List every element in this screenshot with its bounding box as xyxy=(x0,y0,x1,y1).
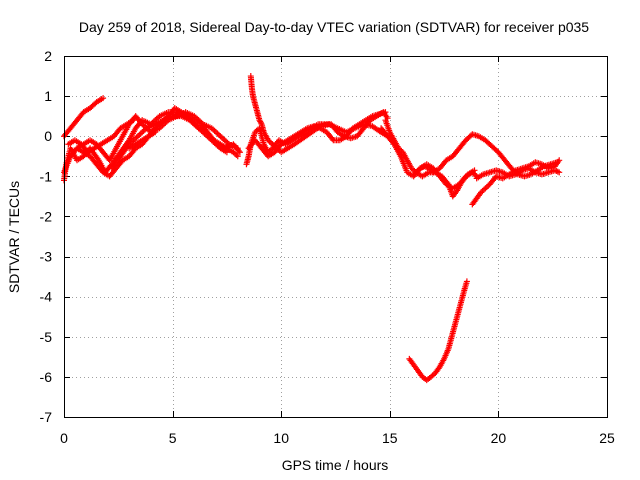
series-track-c xyxy=(61,95,107,140)
y-tick-label: 1 xyxy=(44,88,52,104)
y-tick-label: -7 xyxy=(40,409,53,425)
x-tick-label: 5 xyxy=(169,430,177,446)
data-point xyxy=(556,157,563,164)
y-tick-label: 0 xyxy=(44,128,52,144)
data-point xyxy=(382,109,389,116)
y-tick-label: -1 xyxy=(40,168,53,184)
x-tick-label: 15 xyxy=(382,430,398,446)
series-track-d xyxy=(74,129,159,180)
data-points xyxy=(61,73,563,384)
y-tick-label: 2 xyxy=(44,48,52,64)
x-tick-label: 25 xyxy=(599,430,615,446)
y-tick-label: -2 xyxy=(40,208,53,224)
data-point xyxy=(257,119,264,126)
series-track-g xyxy=(108,113,243,172)
series-track-p xyxy=(406,278,470,384)
data-point xyxy=(100,95,107,102)
series-track-a xyxy=(61,109,230,184)
data-point xyxy=(463,278,470,285)
x-axis-label: GPS time / hours xyxy=(282,457,389,473)
x-tick-label: 0 xyxy=(60,430,68,446)
data-point xyxy=(234,153,241,160)
y-tick-label: -6 xyxy=(40,369,53,385)
data-point xyxy=(553,167,560,174)
axis-ticks xyxy=(64,56,608,418)
series-track-j xyxy=(245,109,389,160)
series-track-o xyxy=(473,165,563,182)
data-point xyxy=(444,180,451,187)
data-point xyxy=(235,147,242,154)
data-point xyxy=(130,117,137,124)
series-track-i xyxy=(247,73,391,156)
data-point xyxy=(554,168,561,175)
plot-frame xyxy=(64,56,608,418)
data-point xyxy=(471,167,478,174)
series-track-n xyxy=(469,157,563,208)
series-track-m xyxy=(412,167,478,200)
data-point xyxy=(556,169,563,176)
x-tick-label: 20 xyxy=(491,430,507,446)
y-tick-label: -3 xyxy=(40,249,53,265)
grid-lines xyxy=(64,56,607,417)
chart-title: Day 259 of 2018, Sidereal Day-to-day VTE… xyxy=(79,19,589,35)
series-track-e xyxy=(65,117,137,156)
y-tick-label: -5 xyxy=(40,329,53,345)
data-point xyxy=(236,149,243,156)
y-axis-label: SDTVAR / TECUs xyxy=(6,181,22,293)
x-tick-label: 10 xyxy=(273,430,289,446)
data-point xyxy=(329,135,336,142)
data-point xyxy=(390,139,397,146)
y-tick-label: -4 xyxy=(40,289,53,305)
